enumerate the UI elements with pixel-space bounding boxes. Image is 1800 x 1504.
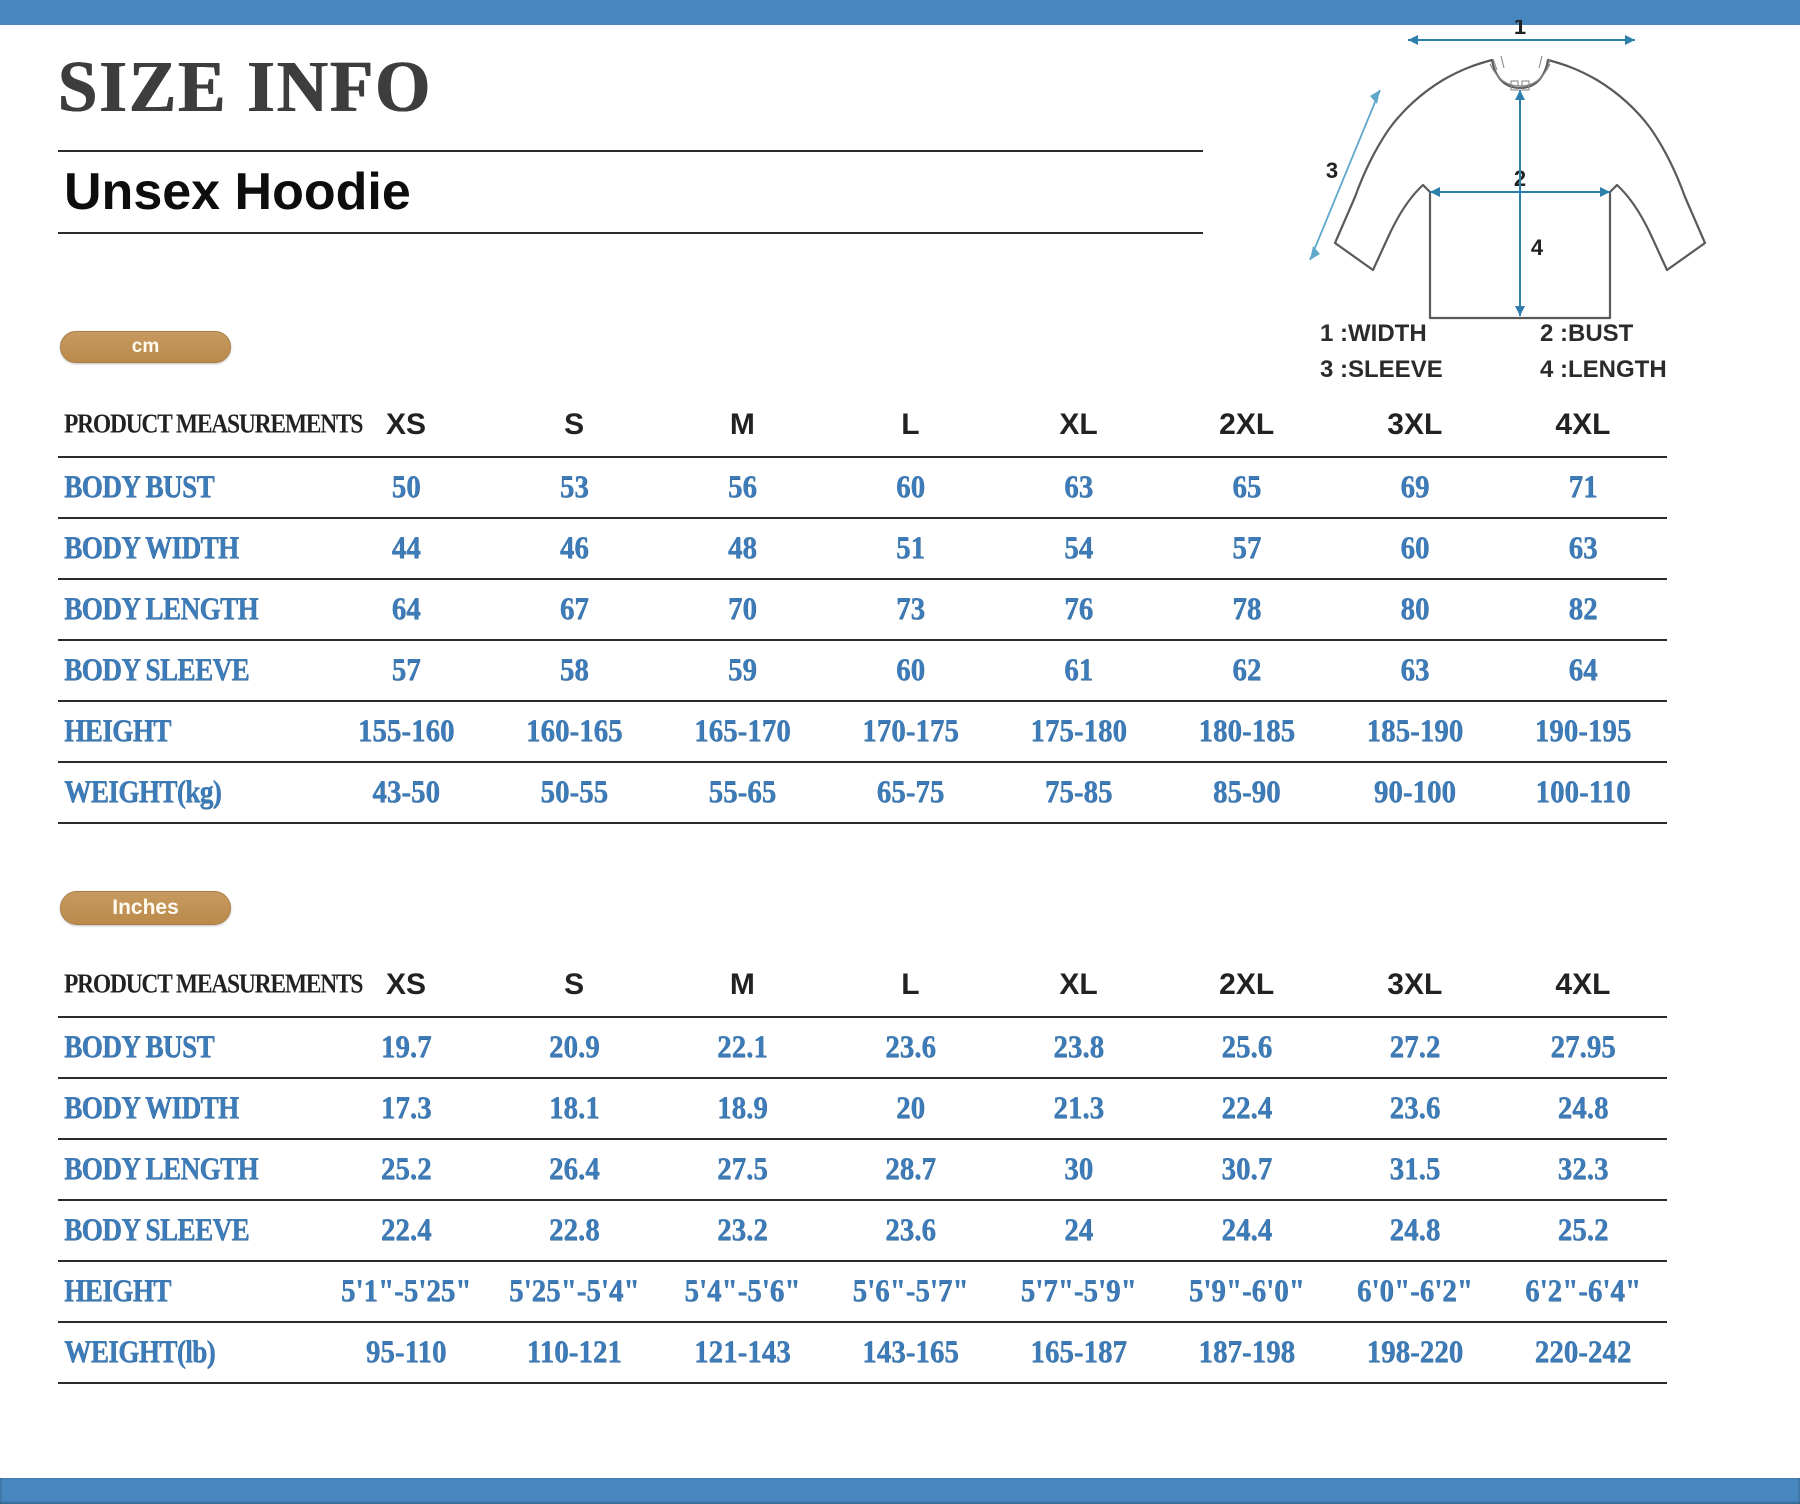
svg-text:4: 4	[1531, 235, 1544, 260]
svg-text:3: 3	[1326, 158, 1338, 183]
svg-text:1: 1	[1514, 20, 1526, 39]
